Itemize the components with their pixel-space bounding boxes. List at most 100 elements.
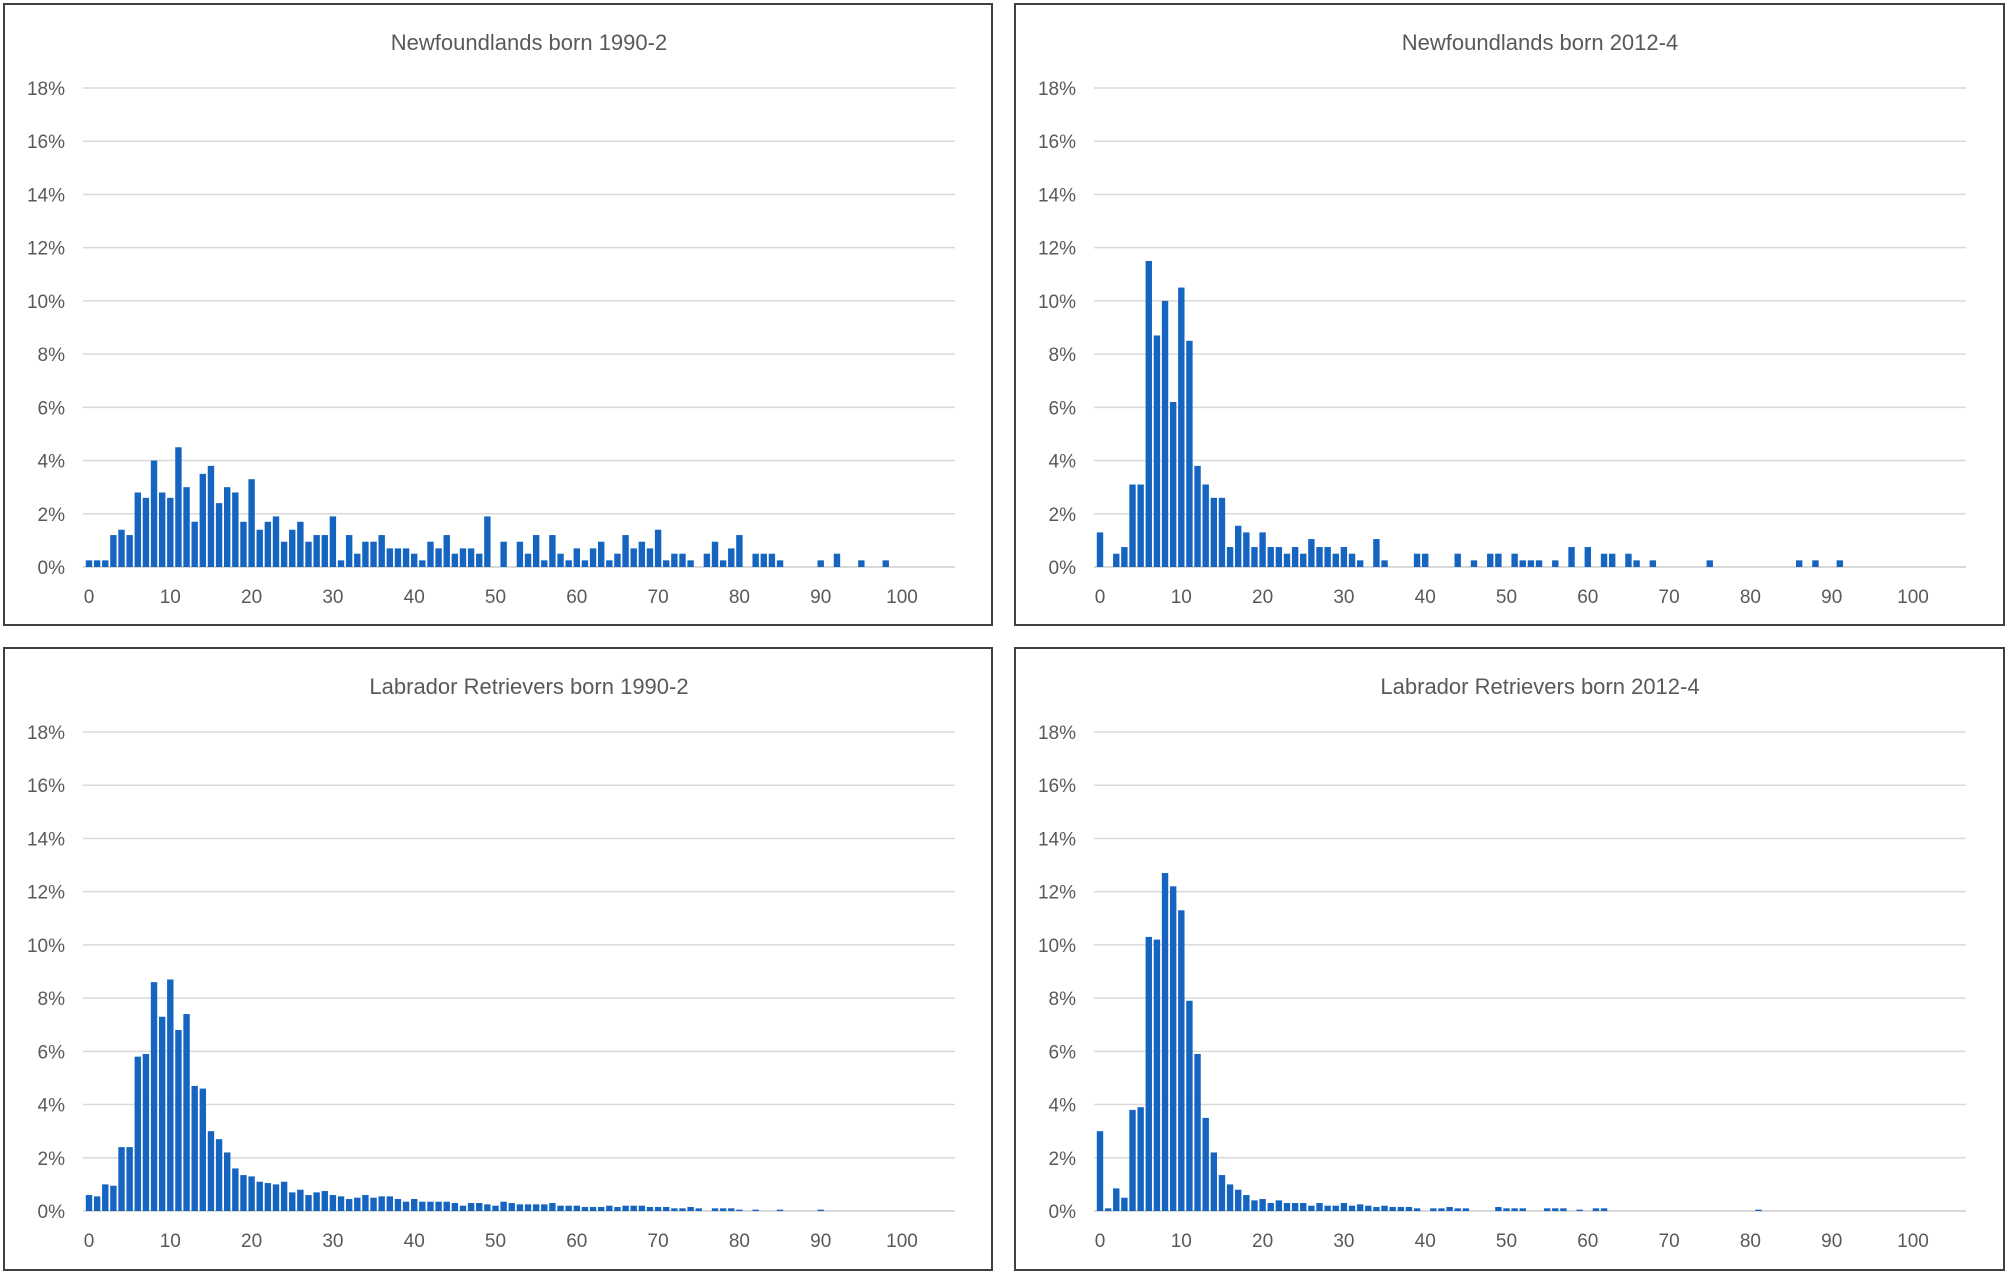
bar — [1218, 1175, 1226, 1211]
bar — [817, 560, 824, 567]
bar — [768, 553, 776, 567]
chart-panel-newfoundlands-1990: Newfoundlands born 1990-2 0% 2% 4% 6% 8% 10% 12… — [3, 3, 993, 626]
bar — [573, 1205, 580, 1211]
bar — [443, 1201, 450, 1211]
bar — [1316, 1203, 1323, 1211]
bar — [646, 548, 654, 567]
bar — [541, 560, 548, 567]
bar — [1186, 340, 1193, 567]
bar — [614, 553, 621, 567]
bar — [1129, 484, 1136, 567]
bar — [1267, 547, 1274, 567]
bar — [1194, 1053, 1201, 1211]
bar — [654, 529, 662, 567]
x-tick-label: 70 — [648, 587, 669, 608]
bar — [1438, 1208, 1445, 1211]
bar — [1389, 1207, 1396, 1211]
bar — [1153, 335, 1161, 567]
bar — [500, 1201, 507, 1211]
bar — [606, 560, 613, 567]
bar — [337, 560, 345, 567]
bar — [158, 1016, 166, 1211]
bar — [362, 541, 369, 567]
bar — [215, 503, 223, 567]
x-tick-label: 10 — [160, 1231, 181, 1252]
bar — [435, 548, 442, 567]
y-tick-label: 2% — [38, 1149, 66, 1170]
x-tick-label: 90 — [1821, 587, 1842, 608]
bar — [297, 1189, 304, 1211]
x-tick-label: 90 — [810, 587, 831, 608]
bar — [321, 535, 328, 567]
bar — [1373, 539, 1380, 567]
bar — [1283, 1203, 1291, 1211]
bar — [280, 1181, 288, 1211]
bar — [451, 553, 459, 567]
bar — [150, 982, 158, 1211]
bar — [199, 1088, 207, 1211]
bar — [289, 1192, 296, 1211]
bar — [1096, 532, 1104, 567]
chart-panel-labradors-2012: Labrador Retrievers born 2012-4 0% 2% 4% 6% 8… — [1014, 647, 2005, 1271]
bar — [142, 1053, 150, 1211]
x-tick-label: 50 — [485, 1231, 506, 1252]
bar — [467, 548, 475, 567]
bar — [703, 553, 711, 567]
chart-svg: Newfoundlands born 1990-2 0% 2% 4% 6% 8% 10% 12… — [27, 30, 955, 608]
x-tick-label: 70 — [648, 1231, 669, 1252]
bar — [459, 548, 467, 567]
chart-title: Newfoundlands born 2012-4 — [1402, 30, 1678, 55]
bar — [1413, 1208, 1421, 1211]
y-tick-label: 0% — [1049, 558, 1077, 579]
bar — [1560, 1208, 1567, 1211]
bar — [85, 560, 93, 567]
bar — [719, 560, 727, 567]
bar — [516, 1204, 524, 1211]
bar — [719, 1208, 727, 1211]
x-tick-label: 20 — [1252, 587, 1273, 608]
bar — [630, 1205, 637, 1211]
y-tick-label: 16% — [1038, 776, 1076, 797]
bar — [776, 1209, 784, 1211]
y-tick-label: 6% — [38, 1042, 66, 1063]
bar — [427, 541, 434, 567]
x-tick-label: 50 — [1496, 1231, 1517, 1252]
bar — [1145, 260, 1152, 567]
bar — [134, 492, 141, 567]
bar — [191, 1085, 198, 1211]
x-tick-label: 80 — [729, 1231, 750, 1252]
bar — [1243, 1195, 1250, 1211]
bar — [118, 529, 125, 567]
y-tick-label: 6% — [1049, 398, 1077, 419]
bar — [183, 1014, 190, 1211]
y-tick-label: 2% — [1049, 1149, 1077, 1170]
bar — [1600, 1208, 1608, 1211]
bar — [362, 1195, 369, 1211]
y-tick-label: 8% — [38, 345, 66, 366]
bar — [597, 1207, 605, 1211]
y-tick-label: 14% — [1038, 185, 1076, 206]
bar — [1235, 1189, 1242, 1211]
bar — [370, 1197, 377, 1211]
bar — [565, 560, 572, 567]
x-tick-label: 60 — [1577, 587, 1598, 608]
bar — [232, 1168, 239, 1211]
bar — [687, 1207, 694, 1211]
bar — [1178, 287, 1185, 567]
bar — [1186, 1000, 1193, 1211]
bar — [467, 1203, 475, 1211]
bar — [411, 553, 418, 567]
x-tick-label: 50 — [1496, 587, 1517, 608]
x-tick-label: 60 — [566, 587, 587, 608]
chart-panel-labradors-1990: Labrador Retrievers born 1990-2 0% 2% 4% 6% 8… — [3, 647, 993, 1271]
bar — [646, 1207, 654, 1211]
y-tick-label: 12% — [1038, 239, 1076, 260]
bar — [581, 560, 589, 567]
bar — [1096, 1131, 1104, 1211]
bar — [565, 1205, 572, 1211]
y-tick-label: 16% — [1038, 132, 1076, 153]
y-tick-label: 10% — [27, 936, 65, 957]
bar — [102, 1184, 109, 1211]
bar — [142, 497, 150, 567]
bar — [427, 1201, 434, 1211]
